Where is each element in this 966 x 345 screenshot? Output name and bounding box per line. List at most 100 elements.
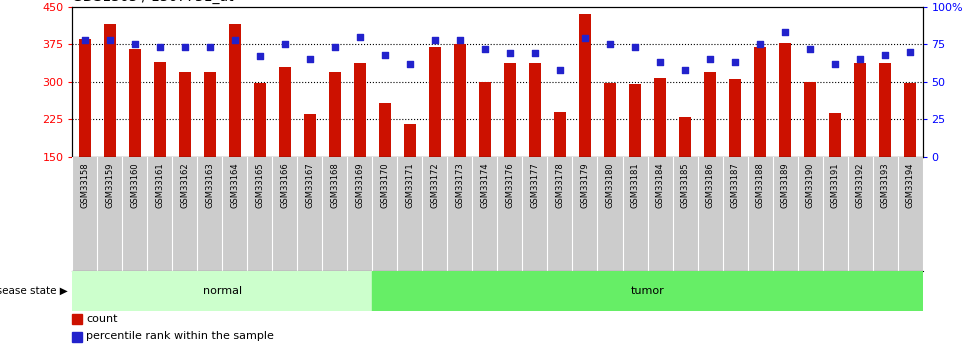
Point <box>102 37 118 43</box>
Bar <box>779 43 791 157</box>
Point <box>227 37 242 43</box>
Bar <box>78 39 91 157</box>
Bar <box>254 83 267 157</box>
Bar <box>354 63 366 157</box>
Text: GSM33168: GSM33168 <box>330 163 339 208</box>
Point <box>202 45 217 50</box>
Text: GSM33170: GSM33170 <box>381 163 389 208</box>
Point <box>77 37 93 43</box>
Text: GSM33176: GSM33176 <box>505 163 515 208</box>
Text: GSM33179: GSM33179 <box>581 163 589 208</box>
Point <box>527 51 543 56</box>
Text: GSM33172: GSM33172 <box>431 163 440 208</box>
Text: GSM33189: GSM33189 <box>781 163 789 208</box>
Point <box>128 42 143 47</box>
Point <box>753 42 768 47</box>
Bar <box>179 72 191 157</box>
Bar <box>379 103 391 157</box>
Text: GSM33166: GSM33166 <box>280 163 290 208</box>
Text: GSM33161: GSM33161 <box>156 163 164 208</box>
Bar <box>128 49 141 157</box>
Bar <box>654 78 667 157</box>
Text: GSM33167: GSM33167 <box>305 163 315 208</box>
Point <box>902 49 918 55</box>
Point <box>252 54 268 59</box>
Bar <box>604 83 616 157</box>
Bar <box>528 63 541 157</box>
Point <box>502 51 518 56</box>
Point <box>852 57 867 62</box>
Bar <box>629 85 641 157</box>
Point <box>477 46 493 52</box>
Text: GSM33178: GSM33178 <box>555 163 564 208</box>
Bar <box>103 24 116 157</box>
Bar <box>804 82 816 157</box>
Bar <box>679 117 692 157</box>
Bar <box>479 82 492 157</box>
Text: normal: normal <box>203 286 242 296</box>
Text: GSM33193: GSM33193 <box>881 163 890 208</box>
Text: GSM33162: GSM33162 <box>181 163 189 208</box>
Bar <box>854 63 867 157</box>
Bar <box>454 45 467 157</box>
Point <box>177 45 192 50</box>
Point <box>427 37 442 43</box>
Point <box>452 37 468 43</box>
Point <box>277 42 293 47</box>
Point <box>553 67 568 73</box>
Text: GSM33187: GSM33187 <box>730 163 740 208</box>
Bar <box>503 63 516 157</box>
Point <box>353 34 368 40</box>
Bar <box>328 72 341 157</box>
Point <box>327 45 343 50</box>
Bar <box>554 112 566 157</box>
Text: GSM33177: GSM33177 <box>530 163 539 208</box>
Bar <box>154 62 166 157</box>
Text: GSM33160: GSM33160 <box>130 163 139 208</box>
Text: GSM33188: GSM33188 <box>755 163 764 208</box>
Bar <box>429 47 441 157</box>
Bar <box>373 271 923 310</box>
Point <box>578 36 593 41</box>
Text: GSM33185: GSM33185 <box>680 163 690 208</box>
Bar <box>579 14 591 157</box>
Point <box>727 60 743 65</box>
Point <box>302 57 318 62</box>
Text: GDS1363 / 1367731_at: GDS1363 / 1367731_at <box>72 0 234 4</box>
Bar <box>72 271 373 310</box>
Text: GSM33163: GSM33163 <box>206 163 214 208</box>
Text: GSM33180: GSM33180 <box>606 163 614 208</box>
Bar <box>829 113 841 157</box>
Bar <box>728 79 741 157</box>
Point <box>602 42 617 47</box>
Text: GSM33194: GSM33194 <box>905 163 915 208</box>
Text: GSM33186: GSM33186 <box>705 163 715 208</box>
Bar <box>204 72 216 157</box>
Bar <box>279 67 291 157</box>
Text: percentile rank within the sample: percentile rank within the sample <box>86 332 274 341</box>
Point <box>378 52 393 58</box>
Bar <box>303 115 316 157</box>
Bar <box>229 24 242 157</box>
Point <box>627 45 642 50</box>
Text: count: count <box>86 314 118 324</box>
Point <box>402 61 417 67</box>
Bar <box>72 314 82 324</box>
Text: disease state ▶: disease state ▶ <box>0 286 68 296</box>
Text: GSM33169: GSM33169 <box>355 163 364 208</box>
Text: GSM33158: GSM33158 <box>80 163 90 208</box>
Point <box>652 60 668 65</box>
Point <box>153 45 168 50</box>
Point <box>778 30 793 35</box>
Bar <box>753 47 766 157</box>
Text: GSM33192: GSM33192 <box>856 163 865 208</box>
Text: GSM33174: GSM33174 <box>480 163 490 208</box>
Bar <box>404 125 416 157</box>
Bar <box>72 332 82 342</box>
Text: GSM33164: GSM33164 <box>231 163 240 208</box>
Text: GSM33165: GSM33165 <box>255 163 265 208</box>
Point <box>803 46 818 52</box>
Bar <box>879 63 892 157</box>
Point <box>877 52 893 58</box>
Text: tumor: tumor <box>631 286 665 296</box>
